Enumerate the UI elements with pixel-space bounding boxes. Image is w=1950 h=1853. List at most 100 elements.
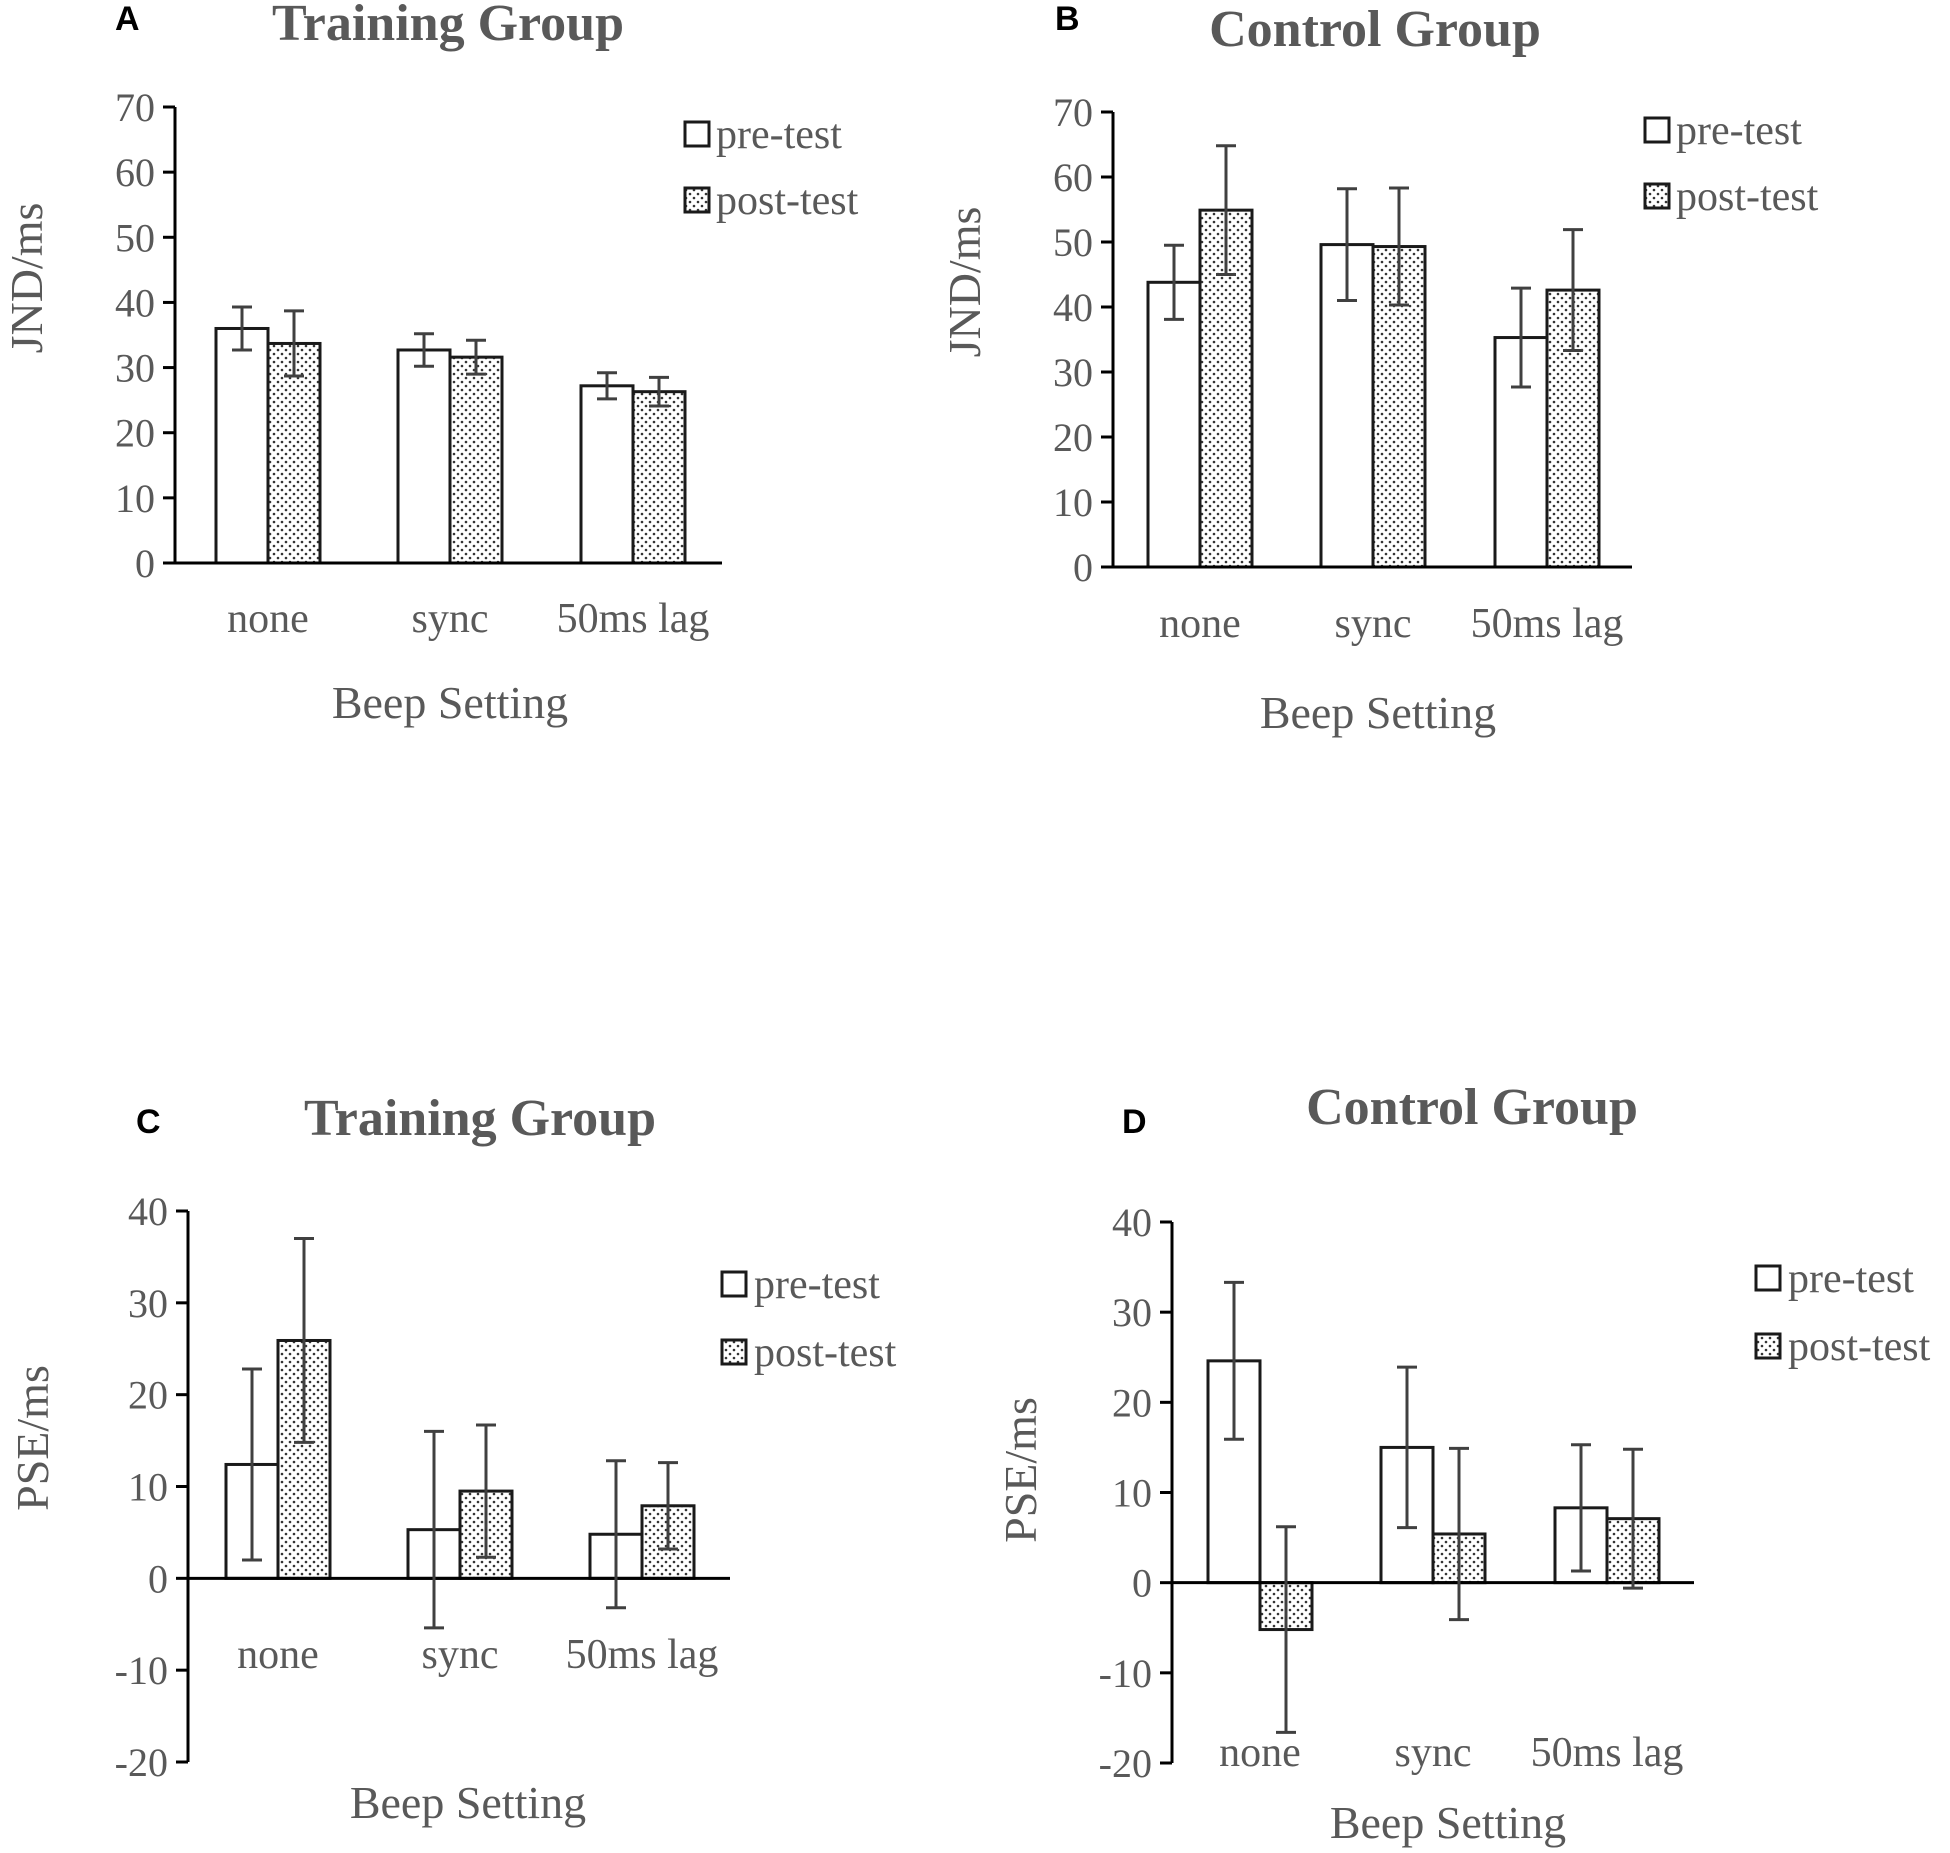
- legend: pre-test post-test: [683, 112, 859, 224]
- error-bar: [649, 375, 669, 408]
- y-tick-label: 40: [1112, 1200, 1152, 1245]
- legend: pre-test post-test: [720, 1262, 897, 1376]
- legend-swatch-pre: [1643, 116, 1671, 144]
- error-bar: [1623, 1447, 1643, 1590]
- y-tick-label: 30: [1053, 350, 1093, 395]
- error-bar: [1224, 1280, 1244, 1441]
- y-tick-label: 10: [1053, 480, 1093, 525]
- category-label: none: [237, 1632, 319, 1678]
- y-tick-label: 40: [128, 1189, 168, 1234]
- legend-swatch-post: [683, 186, 711, 214]
- legend-swatch-pre: [1754, 1264, 1782, 1292]
- y-tick-label: 30: [1112, 1290, 1152, 1335]
- category-label: 50ms lag: [566, 1632, 719, 1678]
- y-tick-label: 60: [115, 150, 155, 195]
- y-tick-label: 70: [115, 85, 155, 130]
- legend-swatch-pre: [683, 120, 711, 148]
- error-bar: [414, 332, 434, 368]
- y-tick-label: 0: [135, 541, 155, 586]
- legend-swatch-pre: [720, 1270, 748, 1298]
- category-label: none: [227, 596, 309, 642]
- bar-pre-test: [214, 326, 270, 565]
- y-tick-label: 0: [1132, 1561, 1152, 1606]
- y-tick-label: 0: [1073, 545, 1093, 590]
- error-bar: [1337, 187, 1357, 302]
- error-bar: [1397, 1365, 1417, 1530]
- y-tick-label: 50: [1053, 220, 1093, 265]
- category-label: 50ms lag: [557, 596, 710, 642]
- error-bar: [1571, 1443, 1591, 1573]
- y-tick-label: 0: [148, 1556, 168, 1601]
- y-axis-label: JND/ms: [1, 203, 52, 354]
- error-bar: [424, 1429, 444, 1630]
- y-tick-label: 40: [115, 280, 155, 325]
- chart-title: Control Group: [1209, 1, 1541, 58]
- panel-letter: B: [1055, 0, 1080, 38]
- error-bar: [232, 305, 252, 352]
- plot-area: 0 10 20 30 40 50 60 70: [1053, 90, 1632, 590]
- panel-a: A Training Group 0 10 20 30 40 50 60 70 none sy…: [1, 0, 859, 728]
- legend-label: pre-test: [716, 112, 842, 158]
- error-bar: [476, 1423, 496, 1559]
- x-axis-label: Beep Setting: [1260, 687, 1496, 738]
- chart-title: Control Group: [1306, 1079, 1638, 1136]
- y-tick-label: -10: [1099, 1651, 1152, 1696]
- category-label: sync: [422, 1632, 499, 1678]
- error-bar: [284, 309, 304, 378]
- panel-c: C Training Group -20 -10 0 10 20 30 40 none sy…: [7, 1090, 897, 1828]
- error-bar: [1511, 286, 1531, 389]
- category-label: none: [1219, 1730, 1301, 1776]
- error-bar: [658, 1461, 678, 1551]
- category-label: 50ms lag: [1531, 1730, 1684, 1776]
- error-bar: [1449, 1446, 1469, 1622]
- panel-letter: A: [115, 0, 140, 38]
- bar-pre-test: [579, 384, 635, 565]
- bar-pre-test: [396, 348, 452, 565]
- legend-label: pre-test: [754, 1262, 880, 1308]
- legend-label: post-test: [754, 1330, 897, 1376]
- bar-post-test: [631, 390, 687, 565]
- y-tick-label: 20: [115, 411, 155, 456]
- x-axis-label: Beep Setting: [1330, 1797, 1566, 1848]
- legend-label: pre-test: [1676, 108, 1802, 154]
- plot-area: -20 -10 0 10 20 30 40: [115, 1189, 730, 1785]
- x-axis-label: Beep Setting: [332, 677, 568, 728]
- y-tick-label: 10: [115, 476, 155, 521]
- y-tick-label: 50: [115, 215, 155, 260]
- error-bar: [597, 371, 617, 401]
- legend-label: post-test: [1676, 174, 1819, 220]
- error-bar: [466, 338, 486, 376]
- error-bar: [294, 1237, 314, 1444]
- panel-letter: D: [1122, 1103, 1147, 1141]
- y-tick-label: 70: [1053, 90, 1093, 135]
- chart-title: Training Group: [304, 1090, 656, 1147]
- y-tick-label: 10: [1112, 1471, 1152, 1516]
- legend-swatch-post: [1643, 182, 1671, 210]
- y-tick-label: 20: [1112, 1380, 1152, 1425]
- legend-label: post-test: [1788, 1324, 1931, 1370]
- panel-d: D Control Group -20 -10 0 10 20 30 40 none syn…: [995, 1079, 1931, 1848]
- bar-pre-test: [1146, 280, 1202, 569]
- y-axis-label: PSE/ms: [995, 1397, 1046, 1543]
- error-bar: [1276, 1525, 1296, 1734]
- chart-title: Training Group: [272, 0, 624, 52]
- category-label: sync: [412, 596, 489, 642]
- y-tick-label: -10: [115, 1648, 168, 1693]
- category-label: sync: [1395, 1730, 1472, 1776]
- y-tick-label: 20: [128, 1373, 168, 1418]
- plot-area: -20 -10 0 10 20 30 40: [1099, 1200, 1694, 1786]
- y-axis-label: JND/ms: [939, 207, 990, 358]
- legend: pre-test post-test: [1754, 1256, 1931, 1370]
- bar-post-test: [448, 355, 504, 565]
- plot-area: 0 10 20 30 40 50 60 70: [115, 85, 722, 586]
- legend-label: post-test: [716, 178, 859, 224]
- error-bar: [1563, 228, 1583, 353]
- y-tick-label: -20: [1099, 1741, 1152, 1786]
- legend-swatch-post: [720, 1338, 748, 1366]
- legend: pre-test post-test: [1643, 108, 1819, 220]
- y-tick-label: 20: [1053, 415, 1093, 460]
- y-tick-label: 10: [128, 1465, 168, 1510]
- category-label: sync: [1335, 601, 1412, 647]
- error-bar: [1216, 144, 1236, 276]
